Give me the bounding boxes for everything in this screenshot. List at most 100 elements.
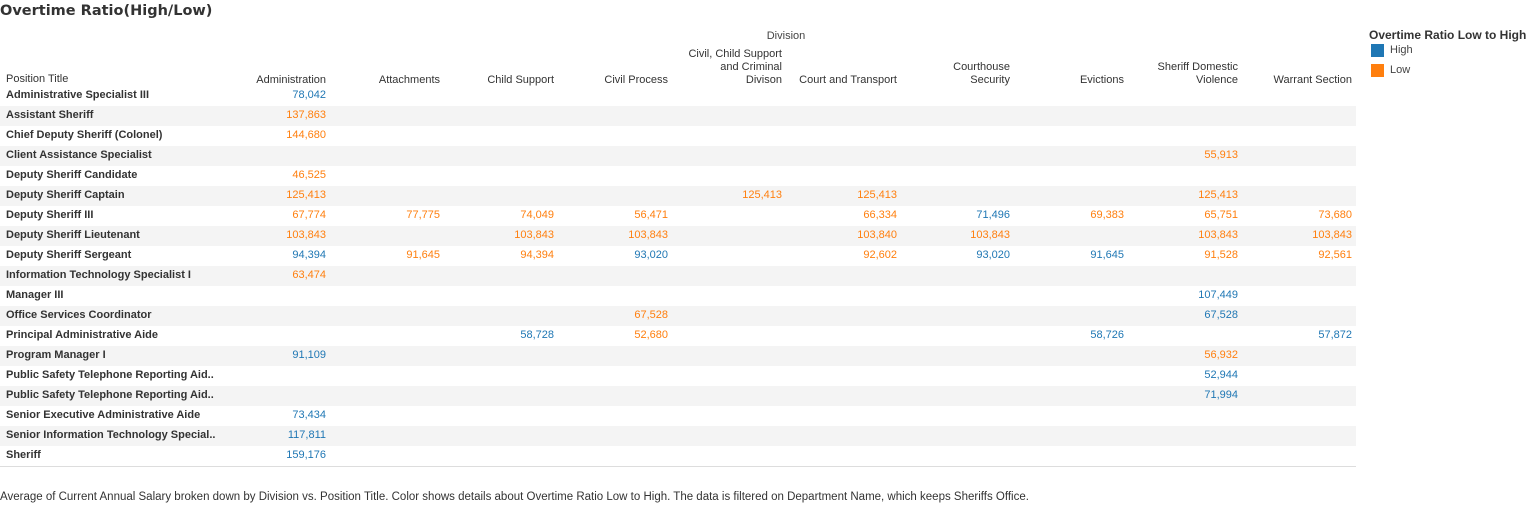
table-row: Principal Administrative Aide 58,728 52,68… <box>0 326 1356 346</box>
chart-caption: Average of Current Annual Salary broken … <box>0 491 1029 503</box>
row-label: Information Technology Specialist I <box>6 269 191 281</box>
table-cell-value: 73,434 <box>292 409 326 421</box>
row-label: Client Assistance Specialist <box>6 149 152 161</box>
table-cell-value: 103,843 <box>970 229 1010 241</box>
table-cell-value: 73,680 <box>1318 209 1352 221</box>
table-cell-value: 91,109 <box>292 349 326 361</box>
table-cell-value: 94,394 <box>520 249 554 261</box>
table-cell-value: 103,843 <box>286 229 326 241</box>
table-cell-value: 71,994 <box>1204 389 1238 401</box>
table-cell-value: 74,049 <box>520 209 554 221</box>
table-row: Sheriff 159,176 <box>0 446 1356 466</box>
row-label: Deputy Sheriff III <box>6 209 94 221</box>
table-cell-value: 103,843 <box>514 229 554 241</box>
table-row: Administrative Specialist III 78,042 <box>0 86 1356 106</box>
column-header: Warrant Section <box>1273 74 1352 86</box>
table-cell-value: 125,413 <box>857 189 897 201</box>
table-cell-value: 57,872 <box>1318 329 1352 341</box>
row-label: Public Safety Telephone Reporting Aid.. <box>6 389 214 401</box>
table-cell-value: 91,645 <box>406 249 440 261</box>
table-cell-value: 125,413 <box>742 189 782 201</box>
table-row: Office Services Coordinator 67,528 67,528 <box>0 306 1356 326</box>
table-row: Deputy Sheriff Sergeant 94,394 91,645 94,39… <box>0 246 1356 266</box>
column-header: Sheriff Domestic Violence <box>1157 61 1239 86</box>
row-label: Manager III <box>6 289 64 301</box>
table-cell-value: 63,474 <box>292 269 326 281</box>
table-cell-value: 58,728 <box>520 329 554 341</box>
table-cell-value: 92,561 <box>1318 249 1352 261</box>
column-header: Evictions <box>1079 74 1124 86</box>
table-cell-value: 52,944 <box>1204 369 1238 381</box>
table-cell-value: 93,020 <box>634 249 668 261</box>
row-label: Deputy Sheriff Sergeant <box>6 249 132 261</box>
table-row: Deputy Sheriff Candidate 46,525 <box>0 166 1356 186</box>
legend-title: Overtime Ratio Low to High <box>1369 28 1527 42</box>
table-cell-value: 103,840 <box>857 229 897 241</box>
table-bottom-divider <box>0 466 1356 467</box>
legend-label: High <box>1390 44 1413 56</box>
table-cell-value: 159,176 <box>286 449 326 461</box>
chart-title: Overtime Ratio(High/Low) <box>0 3 213 19</box>
table-cell-value: 107,449 <box>1198 289 1238 301</box>
table-cell-value: 103,843 <box>1312 229 1352 241</box>
legend-swatch <box>1371 44 1384 57</box>
column-header: Child Support <box>487 74 554 86</box>
row-header-label: Position Title <box>6 73 69 85</box>
table-cell-value: 67,774 <box>292 209 326 221</box>
column-header: Civil, Child Support and Criminal Diviso… <box>688 48 782 86</box>
table-row: Public Safety Telephone Reporting Aid.. 5… <box>0 366 1356 386</box>
row-label: Senior Information Technology Special.. <box>6 429 216 441</box>
table-row: Assistant Sheriff 137,863 <box>0 106 1356 126</box>
table-cell-value: 58,726 <box>1090 329 1124 341</box>
table-cell-value: 137,863 <box>286 109 326 121</box>
row-label: Principal Administrative Aide <box>6 329 159 341</box>
table-cell-value: 103,843 <box>628 229 668 241</box>
table-row: Information Technology Specialist I 63,47… <box>0 266 1356 286</box>
table-cell-value: 69,383 <box>1090 209 1124 221</box>
table-cell-value: 125,413 <box>1198 189 1238 201</box>
table-cell-value: 91,528 <box>1204 249 1238 261</box>
table-cell-value: 67,528 <box>634 309 668 321</box>
table-body: Administrative Specialist III 78,042 Assis… <box>0 86 1356 466</box>
table-cell-value: 117,811 <box>287 429 326 441</box>
table-cell-value: 125,413 <box>286 189 326 201</box>
row-label: Deputy Sheriff Candidate <box>6 169 138 181</box>
table-cell-value: 103,843 <box>1198 229 1238 241</box>
column-header: Attachments <box>378 74 440 86</box>
column-group-label: Division <box>766 30 806 42</box>
table-row: Program Manager I 91,109 56,932 <box>0 346 1356 366</box>
column-header: Civil Process <box>604 74 668 86</box>
table-cell-value: 144,680 <box>286 129 326 141</box>
table-row: Public Safety Telephone Reporting Aid.. 7… <box>0 386 1356 406</box>
table-row: Senior Information Technology Special.. 1… <box>0 426 1356 446</box>
table-cell-value: 71,496 <box>976 209 1010 221</box>
table-cell-value: 66,334 <box>863 209 897 221</box>
row-label: Chief Deputy Sheriff (Colonel) <box>6 129 163 141</box>
legend-label: Low <box>1390 64 1411 76</box>
legend-swatch <box>1371 64 1384 77</box>
column-header: Administration <box>256 74 326 86</box>
row-label: Public Safety Telephone Reporting Aid.. <box>6 369 214 381</box>
table-row: Chief Deputy Sheriff (Colonel) 144,680 <box>0 126 1356 146</box>
row-label: Administrative Specialist III <box>6 89 150 101</box>
table-row: Manager III 107,449 <box>0 286 1356 306</box>
table-cell-value: 78,042 <box>292 89 326 101</box>
table-row: Deputy Sheriff Captain 125,413 125,413 125,… <box>0 186 1356 206</box>
table-cell-value: 65,751 <box>1204 209 1238 221</box>
column-header: Court and Transport <box>799 74 897 86</box>
table-row: Senior Executive Administrative Aide 73,4… <box>0 406 1356 426</box>
table-cell-value: 56,932 <box>1204 349 1238 361</box>
table-cell-value: 67,528 <box>1204 309 1238 321</box>
row-label: Senior Executive Administrative Aide <box>6 409 201 421</box>
table-cell-value: 93,020 <box>976 249 1010 261</box>
row-label: Deputy Sheriff Lieutenant <box>6 229 140 241</box>
table-cell-value: 77,775 <box>406 209 440 221</box>
row-label: Sheriff <box>6 449 41 461</box>
table-cell-value: 56,471 <box>634 209 668 221</box>
table-cell-value: 55,913 <box>1204 149 1238 161</box>
row-label: Program Manager I <box>6 349 106 361</box>
table-cell-value: 52,680 <box>634 329 668 341</box>
table-cell-value: 91,645 <box>1090 249 1124 261</box>
row-label: Deputy Sheriff Captain <box>6 189 125 201</box>
column-header: Courthouse Security <box>953 61 1010 86</box>
